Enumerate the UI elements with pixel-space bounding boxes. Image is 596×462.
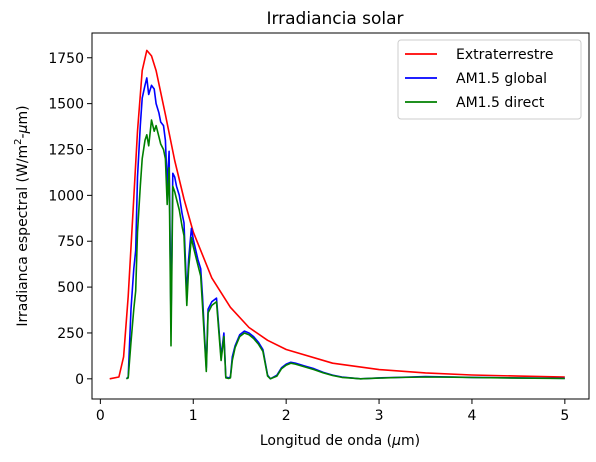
chart-title: Irradiancia solar [266, 9, 403, 29]
legend-box [397, 39, 582, 120]
x-tick-label: 5 [560, 408, 569, 424]
series-line-1 [109, 49, 565, 380]
axes-frame [91, 32, 590, 400]
x-axis-label: Longitud de onda (μm) [260, 433, 420, 449]
y-tick-label: 250 [57, 326, 84, 342]
y-tick-label: 1500 [48, 97, 84, 113]
x-tick-label: 0 [96, 408, 105, 424]
legend-label-1: Extraterrestre [456, 47, 553, 63]
y-tick-label: 750 [57, 234, 84, 250]
x-tick-label: 4 [467, 408, 476, 424]
y-tick-label: 1750 [48, 51, 84, 67]
legend-label-3: AM1.5 direct [456, 95, 545, 111]
y-tick-label: 500 [57, 280, 84, 296]
plot-area [109, 49, 565, 380]
x-tick-label: 1 [189, 408, 198, 424]
x-axis-ticks: 0 1 2 3 4 5 [96, 399, 569, 424]
series-line-2 [125, 77, 565, 380]
y-axis-label: Irradianca espectral (W/m2-μm) [13, 105, 31, 326]
y-tick-label: 1000 [48, 188, 84, 204]
legend-label-2: AM1.5 global [456, 71, 547, 87]
x-tick-label: 2 [282, 408, 291, 424]
y-tick-label: 0 [75, 372, 84, 388]
legend: Extraterrestre AM1.5 global AM1.5 direct [397, 39, 582, 120]
x-tick-label: 3 [375, 408, 384, 424]
series-line-3 [126, 119, 565, 380]
y-tick-label: 1250 [48, 142, 84, 158]
y-axis-ticks: 0 250 500 750 1000 1250 1500 1750 [48, 51, 92, 388]
